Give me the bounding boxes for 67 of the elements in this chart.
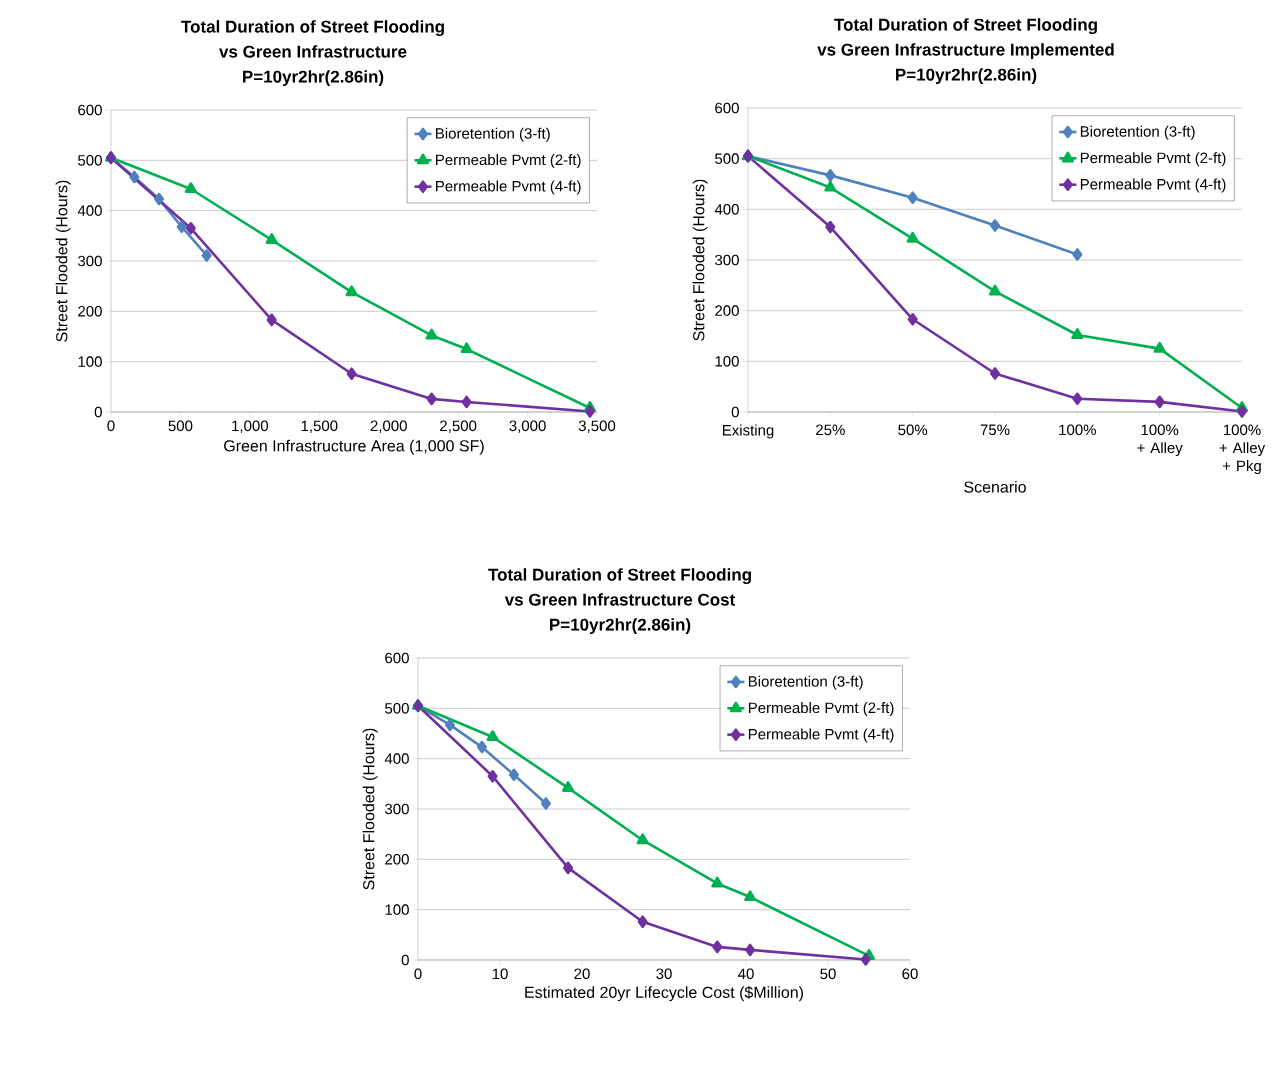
legend-label: Bioretention (3-ft)	[748, 675, 863, 690]
chart-title: Total Duration of Street Flooding	[181, 20, 444, 37]
chart-subtitle: vs Green Infrastructure Cost	[504, 593, 736, 606]
x-tick-label: 50	[820, 968, 836, 980]
y-tick-label: 500	[715, 153, 739, 164]
chart-subtitle: vs Green Infrastructure Implemented	[817, 43, 1114, 60]
x-tick-label: 60	[902, 968, 918, 980]
x-tick-label: 1,000	[232, 420, 269, 433]
x-tick-label: 75%	[980, 424, 1010, 436]
text: P=10yr2hr(2.86in)	[896, 68, 1037, 85]
x-tick-label: 100% + Alley + Pkg	[1219, 424, 1266, 475]
x-tick-label: 3,500	[578, 420, 616, 433]
text: P=10yr2hr(2.86in)	[243, 70, 384, 87]
y-tick-label: 0	[94, 406, 102, 418]
y-tick-label: 0	[401, 954, 409, 966]
y-tick-label: 500	[385, 703, 409, 714]
y-axis-title: Street Flooded (Hours)	[692, 179, 708, 341]
y-tick-label: 0	[731, 406, 739, 418]
y-tick-label: 600	[715, 102, 739, 114]
x-tick-label: 2,500	[440, 420, 477, 433]
y-tick-label: 300	[715, 254, 739, 266]
x-tick-label: 0	[107, 420, 115, 432]
x-tick-label: 100%	[1059, 424, 1096, 436]
y-tick-label: 200	[78, 306, 102, 317]
y-tick-label: 300	[385, 803, 409, 815]
y-tick-label: 300	[78, 255, 102, 267]
y-axis-title: Street Flooded (Hours)	[362, 728, 378, 890]
legend-label: Permeable Pvmt (4-ft)	[748, 728, 894, 743]
x-tick-label: Existing	[722, 424, 774, 439]
y-tick-label: 100	[385, 904, 409, 915]
legend-label: Permeable Pvmt (2-ft)	[436, 154, 581, 169]
x-tick-label: 30	[656, 968, 672, 980]
chart-subtitle: vs Green Infrastructure	[219, 45, 407, 58]
y-tick-label: 400	[384, 753, 409, 764]
x-tick-label: 25%	[816, 424, 845, 436]
x-tick-label: 40	[738, 968, 754, 980]
y-tick-label: 600	[385, 652, 409, 664]
x-tick-label: 20	[574, 968, 590, 980]
x-tick-label: 2,000	[370, 420, 407, 433]
y-tick-label: 600	[78, 104, 102, 116]
y-tick-label: 400	[714, 204, 739, 215]
x-tick-label: 3,000	[509, 420, 546, 433]
text: P=10yr2hr(2.86in)	[550, 618, 691, 635]
chart-title: Total Duration of Street Flooding	[834, 18, 1097, 35]
x-axis-title: Scenario	[964, 480, 1026, 493]
legend-label: Permeable Pvmt (4-ft)	[1080, 178, 1226, 193]
y-axis-title: Street Flooded (Hours)	[55, 180, 71, 342]
y-tick-label: 100	[715, 356, 739, 367]
x-tick-label: 1,500	[301, 420, 338, 433]
y-tick-label: 100	[78, 356, 102, 367]
y-tick-label: 500	[78, 155, 102, 166]
x-tick-label: 50%	[898, 424, 928, 436]
legend-label: Permeable Pvmt (2-ft)	[748, 702, 894, 717]
legend-label: Permeable Pvmt (2-ft)	[1080, 152, 1226, 167]
legend-label: Bioretention (3-ft)	[436, 127, 550, 142]
x-tick-label: 0	[414, 968, 422, 980]
y-tick-label: 200	[385, 854, 409, 865]
chart-title: Total Duration of Street Flooding	[488, 568, 751, 585]
x-axis-title: Green Infrastructure Area (1,000 SF)	[224, 439, 484, 455]
x-tick-label: 10	[492, 968, 508, 980]
x-tick-label: 100% + Alley	[1137, 424, 1183, 457]
legend-label: Permeable Pvmt (4-ft)	[436, 180, 581, 195]
legend-label: Bioretention (3-ft)	[1080, 125, 1195, 140]
y-tick-label: 200	[715, 305, 739, 316]
x-axis-title: Estimated 20yr Lifecycle Cost ($Million)	[525, 986, 803, 1002]
y-tick-label: 400	[77, 205, 102, 216]
x-tick-label: 500	[168, 420, 193, 432]
